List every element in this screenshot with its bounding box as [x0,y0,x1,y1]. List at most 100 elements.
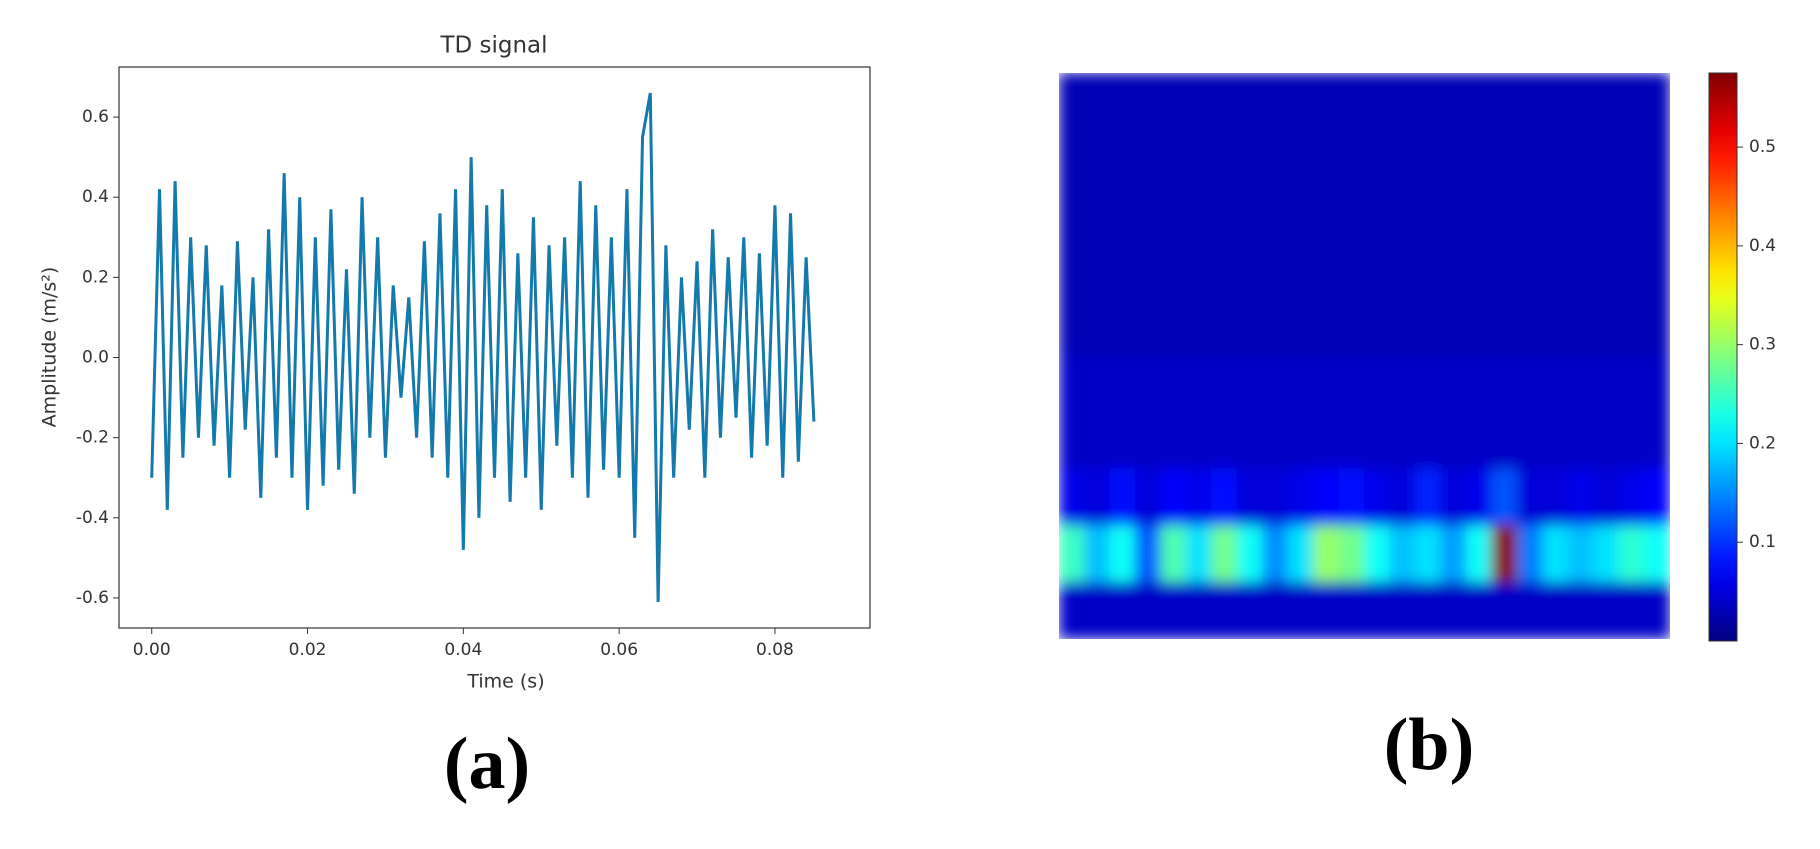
colorbar [1708,72,1738,642]
heatmap-cell [1338,412,1365,470]
heatmap-cell [1109,525,1136,583]
heatmap-cell [1059,185,1085,244]
heatmap-cell [1491,355,1518,414]
heatmap-cell [1109,242,1136,300]
heatmap-cell [1313,185,1340,244]
heatmap-cell [1542,298,1569,357]
heatmap-cell [1618,355,1646,414]
heatmap-cell [1287,73,1315,131]
heatmap-cell [1414,73,1442,131]
heatmap-cell [1567,355,1595,414]
heatmap-cell [1236,298,1264,357]
heatmap [1059,73,1670,639]
heatmap-cell [1516,73,1544,131]
heatmap-cell [1465,73,1493,131]
heatmap-cell [1567,73,1595,131]
heatmap-cell [1134,73,1162,131]
heatmap-cell [1109,73,1136,131]
heatmap-cell [1134,525,1162,583]
heatmap-cell [1338,185,1365,244]
heatmap-cell [1160,185,1187,244]
heatmap-cell [1593,581,1620,639]
heatmap-cell [1491,581,1518,639]
heatmap-cell [1287,355,1315,414]
heatmap-cell [1542,73,1569,131]
heatmap-cell [1414,298,1442,357]
heatmap-cell [1236,525,1264,583]
heatmap-cell [1059,412,1085,470]
heatmap-cell [1644,355,1670,414]
heatmap-cell [1491,242,1518,300]
heatmap-cell [1109,412,1136,470]
heatmap-cell [1364,129,1391,187]
heatmap-cell [1262,581,1289,639]
heatmap-cell [1567,412,1595,470]
y-tick-label: 0.4 [82,187,109,207]
heatmap-cell [1313,73,1340,131]
heatmap-cell [1083,298,1111,357]
heatmap-cells [1059,73,1670,639]
heatmap-cell [1364,242,1391,300]
y-tick-label: 0.0 [82,348,109,368]
y-tick-label: -0.4 [76,508,109,528]
heatmap-cell [1389,185,1416,244]
heatmap-cell [1364,412,1391,470]
heatmap-cell [1134,355,1162,414]
y-tick-label: 0.2 [82,267,109,287]
heatmap-cell [1211,581,1238,639]
heatmap-cell [1593,298,1620,357]
heatmap-cell [1211,298,1238,357]
heatmap-cell [1338,355,1365,414]
heatmap-cell [1644,412,1670,470]
heatmap-cell [1134,298,1162,357]
heatmap-cell [1593,242,1620,300]
heatmap-cell [1440,298,1467,357]
y-tick-label: 0.6 [82,107,109,127]
signal-line [150,92,816,602]
heatmap-cell [1440,73,1467,131]
heatmap-cell [1618,129,1646,187]
heatmap-cell [1287,185,1315,244]
heatmap-cell [1542,185,1569,244]
x-tick-label: 0.08 [756,640,794,660]
y-axis-label: Amplitude (m/s²) [39,267,61,428]
heatmap-cell [1389,355,1416,414]
heatmap-cell [1236,242,1264,300]
heatmap-cell [1160,129,1187,187]
heatmap-cell [1465,129,1493,187]
heatmap-cell [1516,129,1544,187]
heatmap-cell [1287,581,1315,639]
heatmap-cell [1465,185,1493,244]
heatmap-cell [1389,298,1416,357]
heatmap-cell [1134,412,1162,470]
x-tick-label: 0.02 [289,640,327,660]
heatmap-cell [1440,355,1467,414]
heatmap-cell [1059,468,1085,527]
heatmap-cell [1491,129,1518,187]
heatmap-cell [1440,242,1467,300]
heatmap-cell [1134,581,1162,639]
heatmap-cell [1364,298,1391,357]
heatmap-cell [1338,468,1365,527]
heatmap-cell [1083,242,1111,300]
heatmap-cell [1542,581,1569,639]
heatmap-cell [1160,73,1187,131]
heatmap-cell [1185,298,1213,357]
chart-title: TD signal [439,33,547,59]
heatmap-cell [1083,355,1111,414]
heatmap-cell [1567,129,1595,187]
heatmap-cell [1160,412,1187,470]
heatmap-cell [1516,298,1544,357]
x-tick-label: 0.00 [133,640,171,660]
heatmap-cell [1567,581,1595,639]
heatmap-cell [1313,525,1340,583]
heatmap-cell [1313,581,1340,639]
heatmap-cell [1185,185,1213,244]
heatmap-cell [1465,242,1493,300]
heatmap-cell [1364,468,1391,527]
heatmap-cell [1618,412,1646,470]
heatmap-cell [1567,185,1595,244]
y-tick-label: -0.6 [76,588,109,608]
heatmap-cell [1083,129,1111,187]
